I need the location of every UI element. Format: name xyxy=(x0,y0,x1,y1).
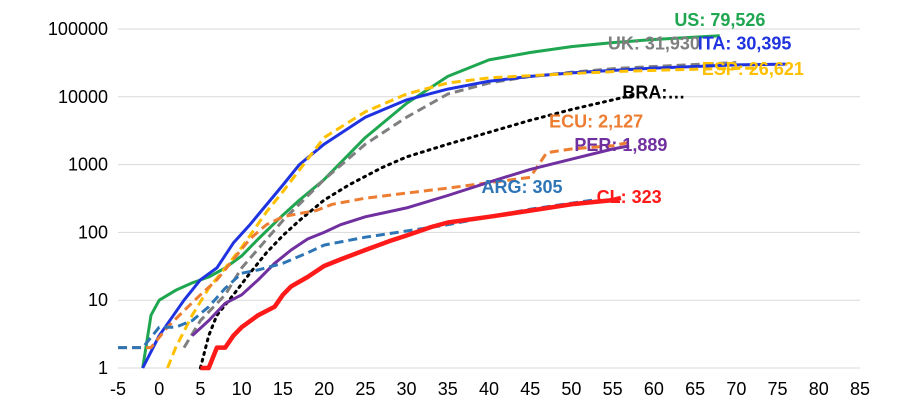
series-label-us: US: 79,526 xyxy=(674,10,765,30)
series-line-ecu xyxy=(118,140,630,350)
series-label-ita: ITA: 30,395 xyxy=(698,33,792,53)
x-tick-label: 50 xyxy=(561,379,581,399)
x-tick-label: 20 xyxy=(314,379,334,399)
x-tick-label: 15 xyxy=(273,379,293,399)
y-tick-label: 10 xyxy=(88,290,108,310)
series-label-bra: BRA:… xyxy=(622,82,685,102)
x-tick-label: 80 xyxy=(809,379,829,399)
series-line-arg xyxy=(118,198,597,350)
x-tick-label: 30 xyxy=(397,379,417,399)
series-line-bra xyxy=(198,92,639,370)
series-line-per xyxy=(191,144,630,337)
series-label-ecu: ECU: 2,127 xyxy=(549,112,643,132)
x-tick-label: 10 xyxy=(232,379,252,399)
x-tick-label: 60 xyxy=(644,379,664,399)
series-label-arg: ARG: 305 xyxy=(481,177,562,197)
x-tick-label: 85 xyxy=(850,379,870,399)
y-tick-label: 10000 xyxy=(58,87,108,107)
x-tick-label: -5 xyxy=(110,379,126,399)
y-tick-label: 1000 xyxy=(68,155,108,175)
x-tick-label: 40 xyxy=(479,379,499,399)
series-line-esp xyxy=(166,66,762,369)
series-lines xyxy=(118,34,786,371)
series-label-esp: ESP: 26,621 xyxy=(702,59,804,79)
x-tick-label: 0 xyxy=(154,379,164,399)
y-tick-label: 100000 xyxy=(48,19,108,39)
x-tick-label: 5 xyxy=(195,379,205,399)
x-tick-label: 70 xyxy=(726,379,746,399)
y-tick-label: 100 xyxy=(78,222,108,242)
series-label-per: PER: 1,889 xyxy=(574,135,667,155)
x-tick-label: 65 xyxy=(685,379,705,399)
x-tick-label: 55 xyxy=(603,379,623,399)
series-label-uk: UK: 31,930 xyxy=(608,33,700,53)
series-label-cl: CL: 323 xyxy=(597,187,662,207)
series-line-ita xyxy=(141,62,786,369)
y-axis-tick-labels: 1 10 100 1000 10000 100000 xyxy=(48,19,108,378)
x-tick-label: 75 xyxy=(768,379,788,399)
x-axis-tick-labels: -5 0 5 10 15 20 25 30 35 40 45 50 55 60 65 70 75 80 85 xyxy=(110,379,870,399)
x-tick-label: 25 xyxy=(355,379,375,399)
x-tick-label: 35 xyxy=(438,379,458,399)
x-tick-label: 45 xyxy=(520,379,540,399)
series-line-cl xyxy=(200,195,622,371)
y-tick-label: 1 xyxy=(98,358,108,378)
